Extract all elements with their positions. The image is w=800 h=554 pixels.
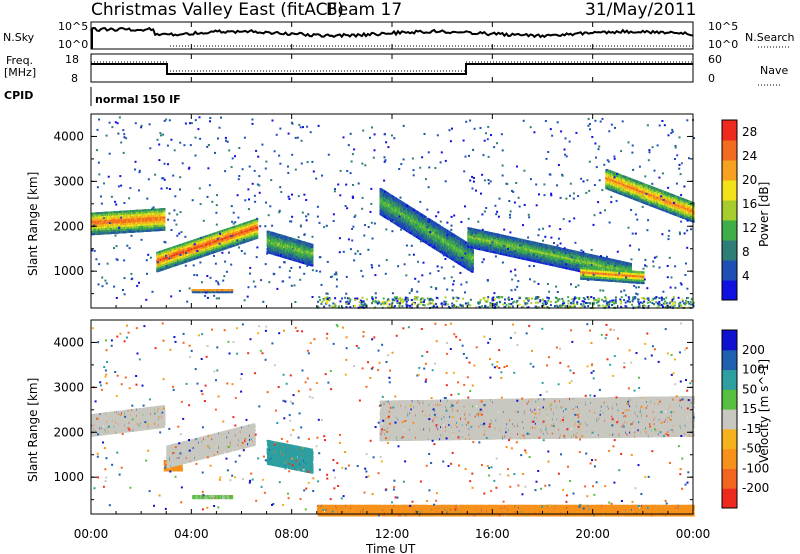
- freq-tick-bottom: 8: [71, 72, 78, 85]
- power-cell: [256, 230, 259, 233]
- power-cell: [104, 217, 107, 221]
- power-cell: [92, 216, 95, 219]
- cpid-row: CPID normal 150 IF: [4, 87, 181, 106]
- power-cell: [255, 222, 258, 225]
- power-cell: [115, 217, 118, 220]
- power-cell: [107, 215, 110, 218]
- power-cell: [124, 228, 127, 232]
- power-cell: [163, 218, 166, 221]
- power-cell: [311, 250, 314, 253]
- freq-label-line1: Freq.: [6, 54, 33, 67]
- freq-label-line2: [MHz]: [4, 66, 36, 79]
- power-cell: [129, 224, 132, 227]
- power-cell: [95, 212, 98, 215]
- power-cell: [163, 216, 166, 219]
- nsearch-tick-bottom: 10^0: [708, 38, 738, 51]
- nave-tick-bottom: 0: [708, 72, 715, 85]
- power-cell: [163, 222, 166, 225]
- power-cell: [163, 210, 166, 213]
- nave-tick-top: 60: [708, 53, 722, 66]
- power-cell: [111, 211, 114, 214]
- power-cell: [133, 212, 136, 215]
- power-cell: [162, 224, 165, 227]
- freq-tick-top: 18: [65, 53, 79, 66]
- power-cell: [136, 211, 139, 215]
- power-cell: [112, 229, 115, 232]
- power-cells: [91, 116, 695, 310]
- power-cell: [142, 219, 145, 222]
- freq-panel: Freq. [MHz] 18 8 60 0 Nave: [4, 53, 788, 86]
- power-cell: [163, 228, 166, 231]
- cpid-value: normal 150 IF: [95, 93, 181, 106]
- station-title: Christmas Valley East (fitACF): [91, 0, 344, 20]
- power-cell: [154, 220, 157, 224]
- power-cell: [129, 220, 132, 223]
- nsky-panel: N.Sky 10^5 10^0 10^5 10^0 N.Search: [3, 20, 795, 51]
- power-cell: [162, 212, 165, 215]
- power-cell: [151, 208, 154, 212]
- power-cell: [311, 256, 314, 259]
- nsearch-label: N.Search: [745, 31, 795, 44]
- nsky-label: N.Sky: [3, 31, 35, 44]
- power-cell: [256, 224, 259, 227]
- power-cell: [97, 228, 100, 231]
- power-cell: [311, 248, 314, 251]
- power-cell: [98, 230, 101, 233]
- power-cell: [163, 220, 166, 223]
- power-cell: [256, 232, 259, 235]
- power-cell: [311, 252, 314, 255]
- power-cell: [256, 228, 259, 231]
- power-cell: [158, 220, 161, 223]
- nave-label: Nave: [760, 64, 788, 77]
- power-cell: [311, 243, 314, 247]
- beam-title: Beam 17: [326, 0, 402, 20]
- power-cell: [256, 234, 259, 237]
- nsky-trace: [90, 26, 694, 49]
- power-cell: [163, 214, 166, 217]
- power-cell: [135, 222, 138, 225]
- freq-trace: [91, 63, 693, 75]
- power-cell: [311, 254, 314, 257]
- power-cell: [256, 226, 259, 229]
- power-cell: [138, 226, 141, 229]
- nsky-tick-bottom: 10^0: [58, 38, 88, 51]
- cpid-label: CPID: [4, 89, 33, 102]
- power-cell: [256, 220, 259, 223]
- power-cell: [145, 211, 148, 214]
- nsearch-tick-top: 10^5: [708, 20, 738, 33]
- power-cell: [111, 221, 114, 224]
- power-cell: [131, 214, 135, 217]
- power-cell: [120, 231, 123, 234]
- power-cell: [231, 289, 234, 292]
- nsky-tick-top: 10^5: [58, 20, 88, 33]
- power-cell: [163, 208, 166, 211]
- power-cell: [118, 223, 121, 226]
- power-cell: [311, 264, 314, 267]
- power-cell: [163, 226, 166, 229]
- power-cell: [95, 222, 98, 225]
- date-title: 31/May/2011: [585, 0, 697, 20]
- power-cell: [311, 258, 314, 261]
- power-cell: [256, 236, 259, 239]
- power-cell: [311, 245, 314, 249]
- power-cell: [117, 213, 120, 216]
- power-cell: [101, 211, 104, 215]
